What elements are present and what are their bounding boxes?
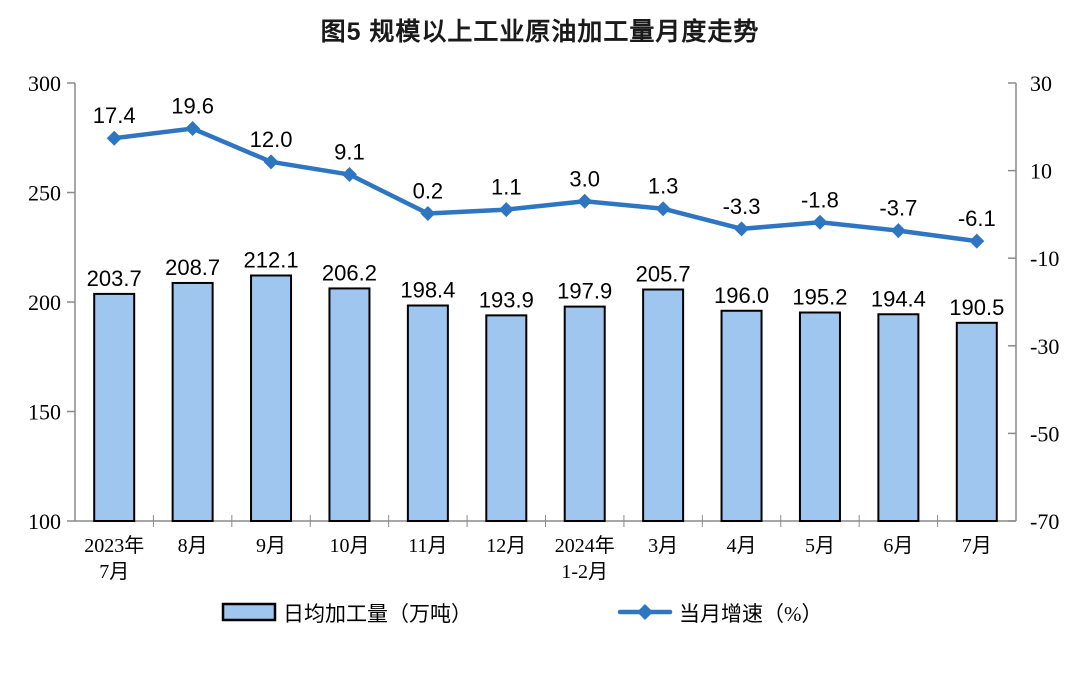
line-marker [106,130,122,146]
bar-value-label: 203.7 [87,266,142,291]
line-value-label: 12.0 [250,127,293,152]
right-axis-tick-label: -30 [1030,334,1059,359]
right-axis-tick-label: 30 [1030,71,1052,96]
bar-value-label: 198.4 [400,278,455,303]
x-axis-label: 2024年 1-2月 [555,534,615,583]
x-axis-label: 12月 [486,535,526,557]
bar [250,274,293,522]
x-axis-label: 6月 [883,535,913,557]
legend-bar-label: 日均加工量（万吨） [283,602,472,626]
x-axis-label: 9月 [256,535,286,557]
bar [93,292,136,522]
bar [406,304,449,522]
bar [171,281,214,522]
line-marker [655,201,671,217]
line-marker [890,223,906,239]
line-value-label: -6.1 [958,206,996,231]
x-axis-label: 4月 [727,535,757,557]
x-axis-label: 7月 [962,535,992,557]
bar [720,309,763,523]
line-marker [812,214,828,230]
line-marker [734,221,750,237]
bar [877,313,920,522]
line-value-label: 3.0 [569,166,600,191]
right-axis-tick-label: 10 [1030,159,1052,184]
line-value-label: -1.8 [801,187,839,212]
line-marker [498,202,514,218]
right-axis-tick-label: -70 [1030,509,1059,534]
left-axis-tick-label: 250 [28,181,61,206]
legend-line-marker [637,604,653,620]
bar-value-label: 194.4 [871,286,926,311]
line-value-label: 1.3 [648,174,679,199]
line-marker [577,193,593,209]
line-value-label: 19.6 [171,94,214,119]
bar [485,314,528,523]
bar-value-label: 205.7 [636,262,691,287]
line-marker [969,233,985,249]
line-value-label: 17.4 [93,103,136,128]
bar-value-label: 208.7 [165,255,220,280]
bar-value-label: 212.1 [244,248,299,273]
bar-value-label: 196.0 [714,283,769,308]
left-axis-tick-label: 150 [28,400,61,425]
bar-value-label: 190.5 [949,295,1004,320]
line-marker [420,206,436,222]
bar-value-label: 197.9 [557,279,612,304]
left-axis-tick-label: 100 [28,509,61,534]
line-value-label: 9.1 [334,140,365,165]
x-axis-label: 3月 [648,535,678,557]
left-axis-tick-label: 300 [28,71,61,96]
line-value-label: -3.7 [879,196,917,221]
line-value-label: -3.3 [723,194,761,219]
bar-value-label: 195.2 [792,285,847,310]
chart-title: 图5 规模以上工业原油加工量月度走势 [320,18,760,46]
bar [798,311,841,522]
bar [642,288,685,522]
bar [328,287,371,522]
line-marker [263,154,279,170]
bar [563,305,606,522]
line-value-label: 0.2 [413,179,444,204]
x-axis-label: 2023年 7月 [84,534,144,583]
bar [955,321,998,522]
legend-bar-swatch [221,602,277,622]
right-axis-tick-label: -50 [1030,421,1059,446]
line-value-label: 1.1 [491,175,522,200]
line-marker [185,121,201,137]
legend-line-label: 当月增速（%） [679,602,823,626]
x-axis-label: 11月 [408,535,447,557]
x-axis-label: 8月 [178,535,208,557]
bar-value-label: 206.2 [322,260,377,285]
growth-line [111,126,980,244]
bar-value-label: 193.9 [479,287,534,312]
line-marker [341,167,357,183]
x-axis-label: 5月 [805,535,835,557]
right-axis-tick-label: -10 [1030,246,1059,271]
x-axis-label: 10月 [329,535,369,557]
left-axis-tick-label: 200 [28,290,61,315]
